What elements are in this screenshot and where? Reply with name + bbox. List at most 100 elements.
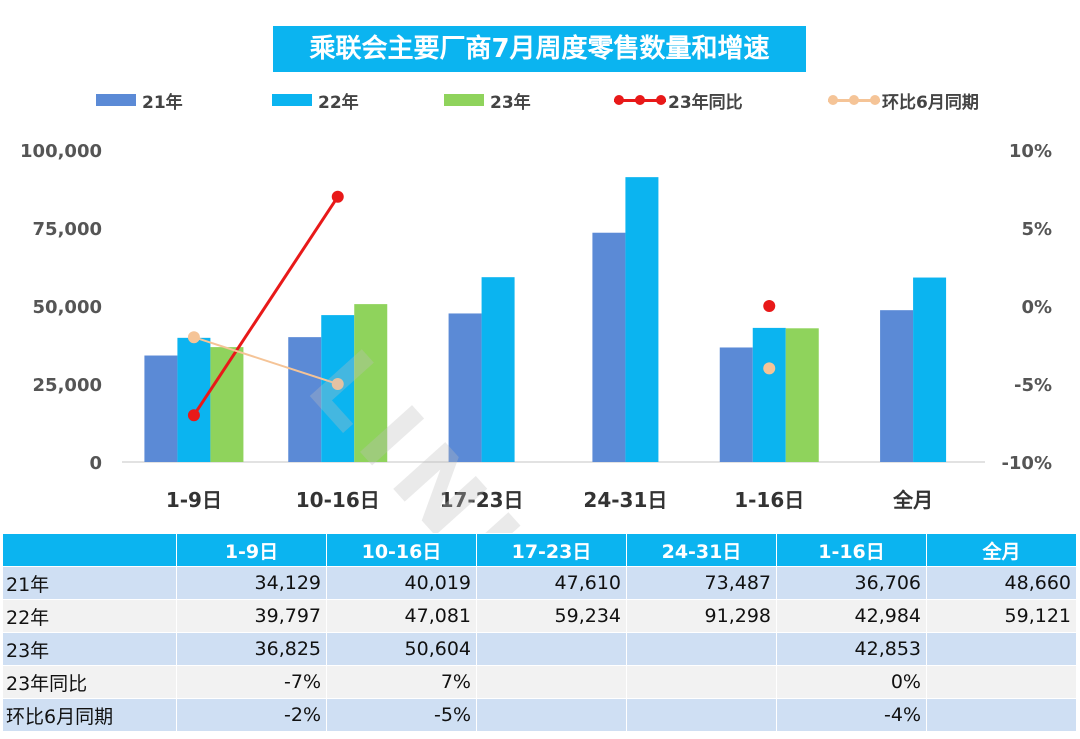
y-left-tick-label: 100,000 [20, 141, 102, 162]
legend: 21年 22年 23年 23年同比 [0, 86, 1080, 114]
bar-22年-17-23日 [481, 277, 515, 462]
legend-swatch-22 [272, 94, 312, 106]
table-cell: 36,825 [176, 632, 327, 666]
bar-21年-全月 [880, 310, 914, 462]
table-row: 22年 39,797 47,081 59,234 91,298 42,984 5… [2, 599, 1077, 633]
y-right-tick-label: 10% [1009, 141, 1052, 162]
table-header-cell: 24-31日 [626, 533, 777, 567]
x-category-label: 1-9日 [166, 488, 222, 512]
x-category-label: 10-16日 [296, 488, 380, 512]
data-table: 1-9日 10-16日 17-23日 24-31日 1-16日 全月 21年 3… [2, 533, 1077, 732]
row-label: 23年同比 [2, 665, 177, 699]
bar-23年-10-16日 [354, 304, 388, 462]
table-header-cell: 17-23日 [476, 533, 627, 567]
legend-item-mom: 环比6月同期 [828, 86, 979, 114]
table-cell: 42,853 [776, 632, 927, 666]
table-cell [926, 698, 1077, 732]
y-right-tick-label: 0% [1021, 297, 1052, 318]
table-row: 23年同比 -7% 7% 0% [2, 665, 1077, 699]
table-cell: 59,234 [476, 599, 627, 633]
y-left-tick-label: 25,000 [33, 375, 102, 396]
point-环比6月同期-1-9日 [187, 331, 200, 344]
legend-label-22: 22年 [318, 92, 359, 113]
point-23年同比-1-16日 [763, 300, 776, 312]
table-row: 23年 36,825 50,604 42,853 [2, 632, 1077, 666]
table-cell: 91,298 [626, 599, 777, 633]
point-23年同比-10-16日 [331, 190, 344, 203]
line-环比6月同期 [193, 336, 339, 385]
table-header-cell: 全月 [926, 533, 1077, 567]
table-cell [926, 665, 1077, 699]
chart-svg: 0 25,000 50,000 75,000 100,000 -10% -5% 0% 5% 10%… [20, 141, 1052, 512]
table-cell: 34,129 [176, 566, 327, 600]
bar-21年-10-16日 [288, 337, 322, 462]
point-环比6月同期-1-16日 [763, 362, 776, 375]
row-label: 23年 [2, 632, 177, 666]
table-cell [626, 665, 777, 699]
row-label: 21年 [2, 566, 177, 600]
table-cell: 47,610 [476, 566, 627, 600]
table-cell: 48,660 [926, 566, 1077, 600]
legend-label-yoy23: 23年同比 [668, 92, 743, 113]
legend-swatch-23 [444, 94, 484, 106]
table-cell [476, 665, 627, 699]
y-right-tick-label: -5% [1014, 375, 1052, 396]
table-cell [476, 632, 627, 666]
table-cell: -7% [176, 665, 327, 699]
legend-item-yoy23: 23年同比 [614, 86, 743, 114]
legend-swatch-mom [828, 94, 880, 106]
table-cell [476, 698, 627, 732]
point-23年同比-1-9日 [187, 409, 200, 422]
bar-21年-24-31日 [592, 232, 626, 462]
legend-item-23: 23年 [444, 86, 531, 114]
table-cell: -5% [326, 698, 477, 732]
table-cell: -4% [776, 698, 927, 732]
x-category-label: 24-31日 [583, 488, 667, 512]
x-category-label: 17-23日 [440, 488, 524, 512]
table-header-row: 1-9日 10-16日 17-23日 24-31日 1-16日 全月 [2, 533, 1077, 567]
table-header-cell: 1-9日 [176, 533, 327, 567]
legend-item-22: 22年 [272, 86, 359, 114]
x-category-label: 1-16日 [734, 488, 804, 512]
y-left-tick-label: 0 [89, 453, 102, 474]
chart-title: 乘联会主要厂商7月周度零售数量和增速 [273, 26, 806, 72]
table-header-cell: 1-16日 [776, 533, 927, 567]
legend-item-21: 21年 [96, 86, 183, 114]
chart-area: 乘联会主要厂商7月周度零售数量和增速 21年 22年 23年 [0, 26, 1080, 739]
y-left-tick-label: 50,000 [33, 297, 102, 318]
bar-21年-17-23日 [448, 313, 482, 462]
legend-swatch-21 [96, 94, 136, 106]
table-cell: 0% [776, 665, 927, 699]
bar-21年-1-9日 [144, 355, 178, 462]
x-category-label: 全月 [892, 488, 933, 512]
legend-label-mom: 环比6月同期 [882, 92, 979, 113]
table-cell: 50,604 [326, 632, 477, 666]
table-cell: -2% [176, 698, 327, 732]
bar-22年-1-16日 [752, 327, 786, 462]
bar-21年-1-16日 [719, 347, 753, 462]
table-header-cell [2, 533, 177, 567]
point-环比6月同期-10-16日 [331, 378, 344, 390]
y-right-tick-label: -10% [1001, 453, 1052, 474]
row-label: 22年 [2, 599, 177, 633]
table-cell: 42,984 [776, 599, 927, 633]
row-label: 环比6月同期 [2, 698, 177, 732]
bar-22年-24-31日 [625, 177, 659, 462]
table-header-cell: 10-16日 [326, 533, 477, 567]
table-cell [626, 632, 777, 666]
y-left-tick-label: 75,000 [33, 219, 102, 240]
y-right-tick-label: 5% [1021, 219, 1052, 240]
bar-22年-全月 [913, 277, 947, 462]
table-cell: 39,797 [176, 599, 327, 633]
table-cell: 7% [326, 665, 477, 699]
bar-23年-1-16日 [785, 328, 819, 462]
table-row: 21年 34,129 40,019 47,610 73,487 36,706 4… [2, 566, 1077, 600]
table-row: 环比6月同期 -2% -5% -4% [2, 698, 1077, 732]
line-23年同比 [192, 195, 340, 417]
table-cell [926, 632, 1077, 666]
legend-label-23: 23年 [490, 92, 531, 113]
legend-swatch-yoy23 [614, 94, 666, 106]
legend-label-21: 21年 [142, 92, 183, 113]
table-cell: 59,121 [926, 599, 1077, 633]
